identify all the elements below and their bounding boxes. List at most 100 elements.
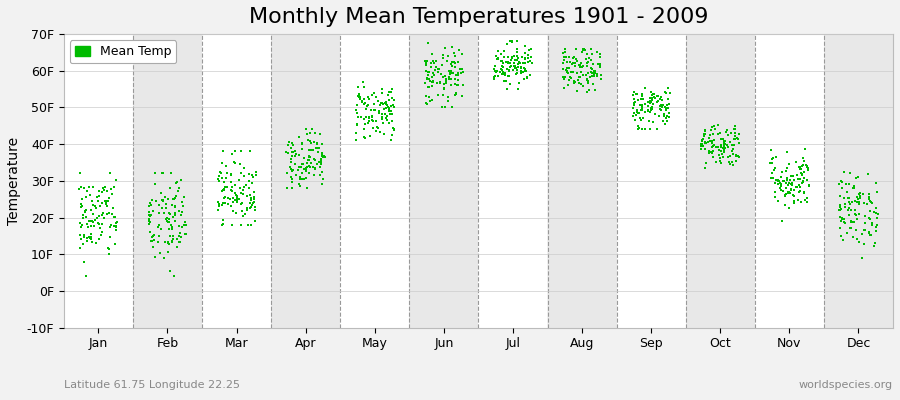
Point (91, 197, 105, 204)
Point (162, 218, 176, 225)
Point (702, 135, 716, 141)
Point (142, 209, 157, 216)
Point (848, 207, 862, 213)
Point (787, 200, 801, 207)
Point (499, 70, 513, 76)
Point (455, 69, 470, 75)
Point (426, 58, 440, 64)
Point (710, 121, 724, 128)
Point (837, 194, 851, 201)
Point (103, 224, 117, 230)
Point (178, 231, 193, 238)
Point (298, 164, 312, 171)
Point (79, 234, 94, 241)
Point (518, 56, 532, 62)
Point (94, 200, 109, 206)
Point (653, 107, 668, 114)
Point (654, 104, 669, 110)
Point (376, 131, 391, 137)
Point (173, 239, 187, 246)
Point (795, 162, 809, 169)
Point (839, 181, 853, 187)
Point (353, 94, 367, 100)
Point (581, 70, 596, 76)
Point (109, 224, 123, 230)
Point (448, 53, 463, 60)
Point (713, 130, 727, 136)
Point (714, 160, 728, 166)
Point (418, 80, 432, 86)
Point (495, 64, 509, 71)
Point (145, 234, 159, 240)
Point (359, 113, 374, 120)
Point (100, 188, 114, 194)
Point (234, 222, 248, 228)
Point (704, 126, 718, 133)
Point (494, 66, 508, 72)
Point (225, 184, 239, 190)
Point (792, 176, 806, 182)
Point (82, 183, 96, 190)
Point (387, 104, 401, 110)
Bar (824, 34, 893, 328)
Point (593, 61, 608, 68)
Point (295, 176, 310, 183)
Point (172, 239, 186, 246)
Point (384, 132, 399, 138)
Point (661, 84, 675, 91)
Point (316, 153, 330, 159)
Point (80, 221, 94, 227)
Point (162, 226, 176, 232)
Point (110, 219, 124, 225)
Point (525, 60, 539, 66)
Point (652, 113, 666, 119)
Point (850, 216, 865, 223)
Point (586, 61, 600, 68)
Point (302, 170, 316, 176)
Point (384, 108, 399, 114)
Point (285, 178, 300, 185)
Point (721, 132, 735, 138)
Point (833, 218, 848, 224)
Point (630, 107, 644, 114)
Point (220, 170, 234, 176)
Point (297, 155, 311, 162)
Point (234, 190, 248, 197)
Point (383, 103, 398, 109)
Point (360, 120, 374, 126)
Point (357, 96, 372, 102)
Point (243, 148, 257, 155)
Point (661, 104, 675, 111)
Point (659, 106, 673, 113)
Point (696, 136, 710, 142)
Point (572, 74, 586, 80)
Point (447, 50, 462, 56)
Point (850, 196, 865, 203)
Point (800, 176, 814, 183)
Point (509, 49, 524, 55)
Point (706, 131, 720, 138)
Point (76, 232, 91, 238)
Point (765, 170, 779, 176)
Point (713, 154, 727, 161)
Point (520, 58, 535, 65)
Point (781, 190, 796, 196)
Point (763, 160, 778, 166)
Point (436, 81, 451, 88)
Point (491, 56, 505, 63)
Point (79, 207, 94, 213)
Point (95, 185, 110, 192)
Point (771, 198, 786, 205)
Point (832, 206, 847, 213)
Point (95, 229, 110, 235)
Point (215, 222, 230, 228)
Point (427, 78, 441, 84)
Point (502, 64, 517, 70)
Point (860, 201, 874, 207)
Point (516, 59, 530, 66)
Point (228, 148, 242, 155)
Point (593, 54, 608, 60)
Point (142, 228, 157, 235)
Point (228, 190, 242, 196)
Point (862, 230, 877, 236)
